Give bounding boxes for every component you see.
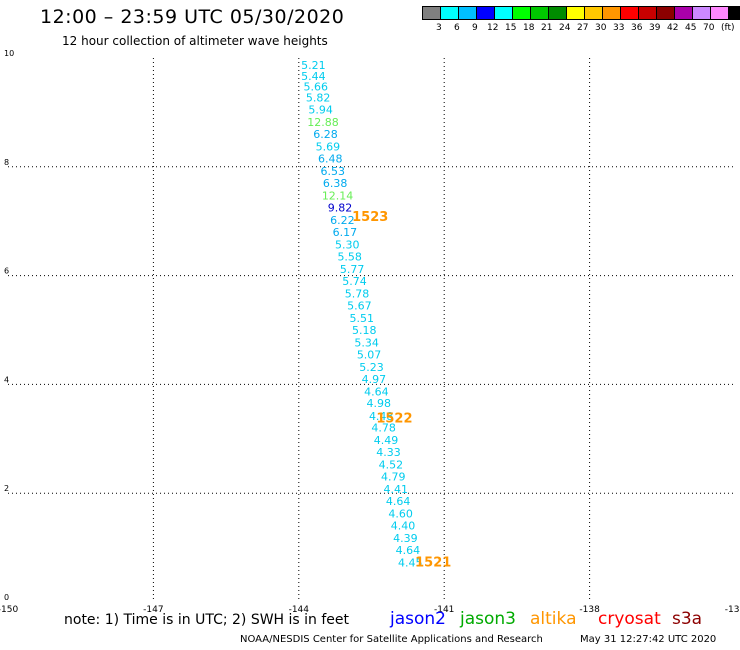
legend-label: 33	[613, 23, 625, 33]
y-tick-label: 0	[4, 593, 9, 602]
y-tick-label: 2	[4, 484, 9, 493]
wave-height-label: 4.39	[393, 532, 418, 545]
wave-height-label: 4.49	[374, 434, 399, 447]
satellite-jason2: jason2	[390, 609, 446, 629]
wave-height-label: 5.69	[316, 140, 341, 153]
legend-swatch	[728, 6, 740, 20]
time-label: 1521	[415, 556, 451, 571]
wave-height-label: 4.45	[398, 557, 423, 570]
x-tick-label: -141	[434, 605, 454, 615]
wave-height-label: 5.30	[335, 238, 360, 251]
wave-height-label: 5.34	[354, 336, 379, 349]
x-tick-label: -147	[143, 605, 163, 615]
legend-label: 39	[649, 23, 661, 33]
note-text: note: 1) Time is in UTC; 2) SWH is in fe…	[64, 612, 350, 628]
page-title: 12:00 – 23:59 UTC 05/30/2020	[40, 6, 345, 28]
wave-height-label: 9.82	[328, 201, 353, 214]
legend-label: 6	[454, 23, 460, 33]
y-tick-label: 8	[4, 158, 9, 167]
wave-height-label: 4.64	[386, 495, 411, 508]
wave-height-label: 5.51	[350, 312, 375, 325]
wave-height-label: 4.48	[369, 410, 394, 423]
wave-height-label: 6.38	[323, 177, 348, 190]
wave-height-label: 12.88	[307, 116, 339, 129]
wave-height-label: 5.77	[340, 263, 365, 276]
generation-timestamp: May 31 12:27:42 UTC 2020	[580, 634, 717, 645]
wave-height-label: 5.21	[301, 59, 326, 72]
footer-credit: NOAA/NESDIS Center for Satellite Applica…	[240, 634, 543, 645]
wave-height-label: 5.07	[357, 348, 382, 361]
legend-label: 45	[685, 23, 697, 33]
wave-height-label: 4.64	[364, 385, 389, 398]
legend-label: 27	[577, 23, 589, 33]
time-label: 1523	[352, 210, 388, 225]
wave-height-label: 4.60	[388, 508, 413, 521]
wave-height-label: 5.23	[359, 361, 384, 374]
legend-label: 9	[472, 23, 478, 33]
legend-label: 21	[541, 23, 553, 33]
legend-label: 70	[703, 23, 715, 33]
wave-height-label: 5.74	[342, 275, 367, 288]
legend-label: 3	[436, 23, 442, 33]
axis-ticks: -150 -147 -144 -141 -138 -135 0 2 4 6 8 10	[0, 49, 740, 615]
wave-height-label: 6.22	[330, 214, 355, 227]
wave-height-label: 4.98	[367, 397, 392, 410]
wave-height-label: 4.40	[391, 520, 416, 533]
wave-height-label: 4.64	[396, 544, 421, 557]
y-tick-label: 6	[4, 267, 9, 276]
legend-label: 15	[505, 23, 517, 33]
wave-height-label: 6.17	[333, 226, 358, 239]
x-tick-label: -138	[579, 605, 600, 615]
wave-height-label: 5.78	[345, 287, 370, 300]
wave-height-label: 6.28	[313, 128, 338, 141]
time-labels: 1523 1522 1521	[352, 210, 451, 570]
legend-label: 12	[487, 23, 499, 33]
wave-height-label: 5.44	[301, 70, 326, 83]
time-label: 1522	[376, 411, 412, 426]
satellite-cryosat: cryosat	[598, 609, 661, 629]
wave-height-label: 6.53	[320, 165, 345, 178]
wave-height-label: 4.97	[362, 373, 387, 386]
page-subtitle: 12 hour collection of altimeter wave hei…	[62, 34, 328, 48]
wave-height-label: 5.58	[337, 250, 362, 263]
legend-label: (ft)	[721, 23, 735, 33]
legend-label: 18	[523, 23, 535, 33]
x-tick-label: -144	[289, 605, 310, 615]
wave-height-label: 4.33	[376, 446, 401, 459]
y-tick-label: 4	[4, 375, 9, 384]
legend-label: 42	[667, 23, 679, 33]
wave-height-label: 5.94	[308, 103, 333, 116]
wave-height-label: 5.18	[352, 324, 377, 337]
wave-height-label: 4.41	[383, 483, 408, 496]
y-tick-label: 10	[4, 49, 14, 58]
grid-lines	[8, 58, 735, 602]
wave-height-label: 5.67	[347, 299, 372, 312]
data-points: 5.215.445.665.825.9412.886.285.696.486.5…	[301, 59, 422, 570]
wave-height-label: 5.82	[306, 92, 331, 105]
wave-height-label: 4.79	[381, 471, 406, 484]
legend-label: 30	[595, 23, 607, 33]
satellite-altika: altika	[530, 609, 577, 629]
wave-height-label: 4.78	[371, 422, 396, 435]
x-tick-label: -150	[0, 605, 18, 615]
wave-height-label: 4.52	[379, 459, 404, 472]
legend-label: 36	[631, 23, 643, 33]
wave-height-label: 6.48	[318, 152, 343, 165]
legend-label: 24	[559, 23, 571, 33]
wave-height-label: 5.66	[304, 81, 329, 94]
wave-height-label: 12.14	[322, 189, 354, 202]
satellite-s3a: s3a	[672, 609, 703, 629]
x-tick-label: -135	[725, 605, 740, 615]
satellite-jason3: jason3	[460, 609, 516, 629]
